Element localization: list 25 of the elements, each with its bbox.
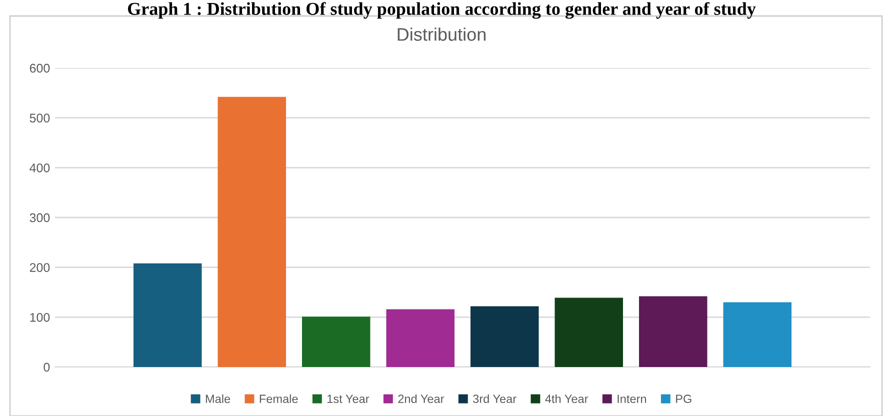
y-tick-label: 100 bbox=[30, 312, 50, 322]
y-tick-label: 400 bbox=[30, 163, 50, 172]
bar bbox=[723, 302, 792, 367]
legend-label: 3rd Year bbox=[473, 394, 516, 404]
y-tick-label: 600 bbox=[30, 64, 50, 73]
legend-label: Intern bbox=[618, 394, 646, 404]
chart-title: Distribution bbox=[398, 28, 486, 41]
legend-label: Male bbox=[206, 394, 230, 404]
y-tick-label: 0 bbox=[44, 362, 50, 372]
legend-label: Female bbox=[260, 394, 298, 404]
y-tick-label: 200 bbox=[30, 263, 50, 272]
bar bbox=[639, 296, 708, 367]
legend-label: PG bbox=[676, 394, 692, 404]
legend-label: 2nd Year bbox=[398, 394, 444, 404]
bar bbox=[218, 96, 286, 367]
caption: Graph 1 : Distribution Of study population according to gender and year of study bbox=[128, 2, 756, 19]
bar bbox=[470, 306, 539, 367]
legend-label: 4th Year bbox=[545, 394, 588, 404]
bar bbox=[134, 263, 202, 367]
y-tick-label: 300 bbox=[30, 213, 50, 222]
legend-label: 1st Year bbox=[328, 394, 370, 404]
bar bbox=[386, 309, 454, 367]
bar bbox=[554, 298, 623, 367]
y-tick-label: 500 bbox=[30, 114, 50, 122]
bar bbox=[302, 316, 370, 367]
